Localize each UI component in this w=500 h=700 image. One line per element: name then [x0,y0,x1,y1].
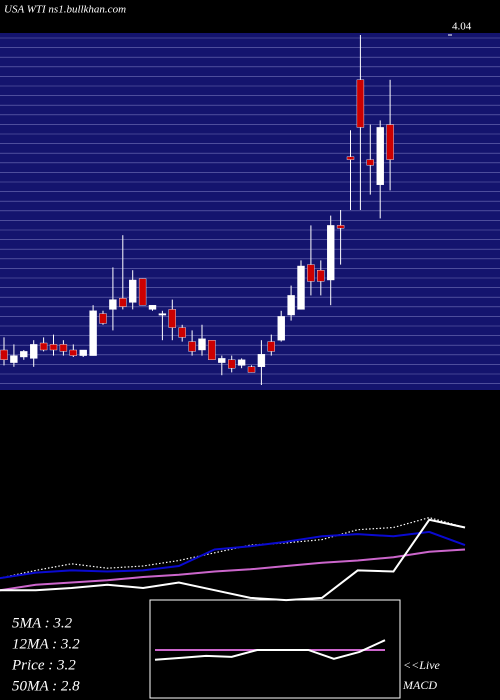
price-panel [0,33,500,390]
candle-body [356,79,365,128]
candle-body [109,299,117,310]
stat: Price : 3.2 [11,657,76,673]
candle-body [99,313,107,324]
candle-body [10,355,18,363]
candle-body [237,359,246,366]
live-label: <<Live [403,658,441,672]
candle-body [138,278,147,306]
series-line [154,639,386,661]
candle-body [307,264,315,282]
candle-body [128,279,137,303]
candle-body [188,341,196,352]
candle-body [386,124,394,160]
candle-body [287,295,295,316]
candle-body [79,349,87,356]
series-line [0,530,466,580]
candle-body [346,156,355,160]
candle-body [178,327,186,338]
candle-body [0,349,8,361]
candle-body [376,127,384,186]
candle-body [168,309,177,328]
series-line [0,518,466,602]
candle-body [69,349,78,356]
candle-body [247,366,256,373]
candle-body [317,270,325,282]
candle-body [297,265,305,310]
candle-body [336,225,345,229]
stat: 50MA : 2.8 [12,678,80,694]
candle-body [20,351,28,358]
candle-body [39,342,48,351]
candle-body [218,358,226,363]
series-line [0,548,466,592]
candle-body [257,354,266,368]
candle-body [158,313,167,316]
stat: 5MA : 3.2 [12,615,73,631]
chart-title: USA WTI ns1.bullkhan.com [4,4,126,16]
macd-label: MACD [402,678,437,692]
candle-body [227,359,236,369]
stat: 12MA : 3.2 [12,636,80,652]
candle-body [30,344,38,359]
candle-body [198,338,206,351]
candle-body [366,159,374,166]
candle-body [148,305,157,310]
candle-body [89,310,97,356]
candle-body [59,344,68,352]
panel-lines [0,37,500,384]
candle-body [267,341,275,352]
y-tick-label: 4.04 [452,21,472,33]
candle-body [119,298,127,307]
candle-body [277,316,285,341]
candle-body [49,344,58,351]
candle-body [208,340,216,361]
candle-body [327,225,335,281]
series-line [0,516,466,579]
